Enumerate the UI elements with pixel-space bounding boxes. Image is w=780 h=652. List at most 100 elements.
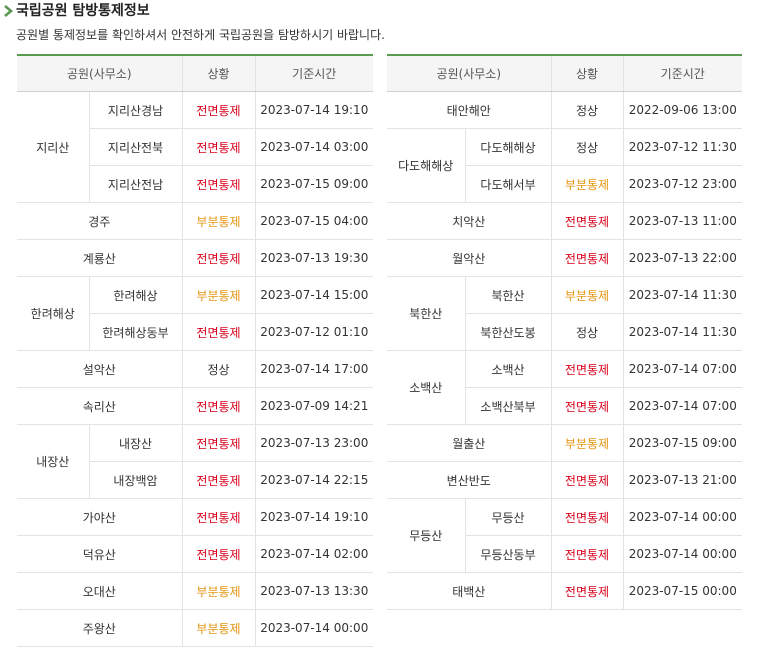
table-row: 계룡산 전면통제 2023-07-13 19:30	[17, 239, 374, 277]
status-cell: 부분통제	[550, 424, 624, 462]
status-cell: 전면통제	[181, 313, 256, 351]
table-row: 무등산 무등산 전면통제 2023-07-14 00:00	[387, 498, 743, 573]
column-header-park: 공원(사무소)	[387, 54, 552, 92]
office-name-cell: 한려해상동부	[88, 313, 183, 351]
time-cell: 2023-07-12 23:00	[622, 165, 743, 203]
table-row: 태백산 전면통제 2023-07-15 00:00	[387, 572, 743, 610]
status-cell: 전면통제	[181, 128, 256, 166]
status-cell: 전면통제	[181, 387, 256, 425]
time-cell: 2023-07-15 09:00	[254, 165, 374, 203]
table-row: 월출산 부분통제 2023-07-15 09:00	[387, 424, 743, 462]
chevron-right-icon	[4, 5, 14, 17]
table-row: 내장산 내장산 전면통제 2023-07-13 23:00	[17, 424, 374, 499]
column-header-status: 상황	[181, 54, 256, 92]
time-cell: 2023-07-14 19:10	[254, 498, 374, 536]
table-row: 북한산도봉 정상 2023-07-14 11:30	[387, 313, 743, 351]
office-name-cell: 지리산전남	[88, 165, 183, 203]
status-cell: 전면통제	[181, 424, 256, 462]
park-name-cell: 다도해해상	[387, 128, 465, 203]
status-cell: 전면통제	[181, 461, 256, 499]
time-cell: 2023-07-15 09:00	[622, 424, 743, 462]
table-row: 지리산 지리산경남 전면통제 2023-07-14 19:10	[17, 91, 374, 203]
office-name-cell: 소백산	[464, 350, 552, 388]
table-row: 월악산 전면통제 2023-07-13 22:00	[387, 239, 743, 277]
column-header-park: 공원(사무소)	[17, 54, 183, 92]
status-cell: 전면통제	[181, 91, 256, 129]
park-name-cell: 주왕산	[17, 609, 183, 647]
status-cell: 전면통제	[181, 239, 256, 277]
park-name-cell: 내장산	[17, 424, 89, 499]
column-header-time: 기준시간	[254, 54, 374, 92]
table-row: 한려해상 한려해상 부분통제 2023-07-14 15:00	[17, 276, 374, 351]
office-name-cell: 한려해상	[88, 276, 183, 314]
status-cell: 전면통제	[550, 498, 624, 536]
table-row: 다도해서부 부분통제 2023-07-12 23:00	[387, 165, 743, 203]
status-cell: 정상	[181, 350, 256, 388]
time-cell: 2023-07-14 11:30	[622, 276, 743, 314]
office-name-cell: 내장산	[88, 424, 183, 462]
status-cell: 부분통제	[181, 202, 256, 240]
time-cell: 2023-07-14 07:00	[622, 350, 743, 388]
status-cell: 전면통제	[181, 498, 256, 536]
office-name-cell: 내장백암	[88, 461, 183, 499]
office-name-cell: 다도해서부	[464, 165, 552, 203]
park-name-cell: 오대산	[17, 572, 183, 610]
table-row: 북한산 북한산 부분통제 2023-07-14 11:30	[387, 276, 743, 351]
status-cell: 정상	[550, 128, 624, 166]
status-cell: 전면통제	[181, 535, 256, 573]
office-name-cell: 북한산	[464, 276, 552, 314]
status-cell: 전면통제	[550, 202, 624, 240]
office-name-cell: 지리산전북	[88, 128, 183, 166]
park-name-cell: 설악산	[17, 350, 183, 388]
time-cell: 2023-07-14 03:00	[254, 128, 374, 166]
park-name-cell: 무등산	[387, 498, 465, 573]
park-name-cell: 월악산	[387, 239, 552, 277]
status-cell: 정상	[550, 91, 624, 129]
table-header-row: 공원(사무소) 상황 기준시간	[387, 54, 743, 92]
time-cell: 2023-07-09 14:21	[254, 387, 374, 425]
table-row: 변산반도 전면통제 2023-07-13 21:00	[387, 461, 743, 499]
status-cell: 부분통제	[550, 165, 624, 203]
table-row: 오대산 부분통제 2023-07-13 13:30	[17, 572, 374, 610]
office-name-cell: 소백산북부	[464, 387, 552, 425]
time-cell: 2023-07-14 15:00	[254, 276, 374, 314]
status-cell: 전면통제	[550, 387, 624, 425]
office-name-cell: 무등산동부	[464, 535, 552, 573]
park-name-cell: 태안해안	[387, 91, 552, 129]
time-cell: 2023-07-14 19:10	[254, 91, 374, 129]
status-cell: 전면통제	[550, 350, 624, 388]
page-subtitle: 공원별 통제정보를 확인하셔서 안전하게 국립공원을 탐방하시기 바랍니다.	[16, 28, 385, 42]
park-name-cell: 한려해상	[17, 276, 89, 351]
time-cell: 2023-07-13 13:30	[254, 572, 374, 610]
time-cell: 2023-07-15 00:00	[622, 572, 743, 610]
park-name-cell: 가야산	[17, 498, 183, 536]
table-row: 가야산 전면통제 2023-07-14 19:10	[17, 498, 374, 536]
park-name-cell: 계룡산	[17, 239, 183, 277]
park-name-cell: 경주	[17, 202, 183, 240]
table-header-row: 공원(사무소) 상황 기준시간	[17, 54, 374, 92]
table-row: 속리산 전면통제 2023-07-09 14:21	[17, 387, 374, 425]
page-header: 국립공원 탐방통제정보	[0, 0, 780, 22]
time-cell: 2022-09-06 13:00	[622, 91, 743, 129]
time-cell: 2023-07-12 01:10	[254, 313, 374, 351]
park-name-cell: 소백산	[387, 350, 465, 425]
column-header-time: 기준시간	[622, 54, 743, 92]
status-cell: 부분통제	[550, 276, 624, 314]
status-cell: 전면통제	[550, 535, 624, 573]
time-cell: 2023-07-14 00:00	[254, 609, 374, 647]
time-cell: 2023-07-12 11:30	[622, 128, 743, 166]
status-cell: 전면통제	[550, 239, 624, 277]
table-row: 소백산북부 전면통제 2023-07-14 07:00	[387, 387, 743, 425]
status-cell: 부분통제	[181, 609, 256, 647]
table-row: 무등산동부 전면통제 2023-07-14 00:00	[387, 535, 743, 573]
time-cell: 2023-07-14 11:30	[622, 313, 743, 351]
page-title: 국립공원 탐방통제정보	[16, 3, 150, 19]
control-table-left: 공원(사무소) 상황 기준시간 지리산 지리산경남 전면통제 2023-07-14 1…	[17, 54, 374, 647]
park-name-cell: 태백산	[387, 572, 552, 610]
park-name-cell: 치악산	[387, 202, 552, 240]
park-name-cell: 지리산	[17, 91, 89, 203]
status-cell: 부분통제	[181, 276, 256, 314]
table-row: 경주 부분통제 2023-07-15 04:00	[17, 202, 374, 240]
time-cell: 2023-07-14 02:00	[254, 535, 374, 573]
office-name-cell: 지리산경남	[88, 91, 183, 129]
